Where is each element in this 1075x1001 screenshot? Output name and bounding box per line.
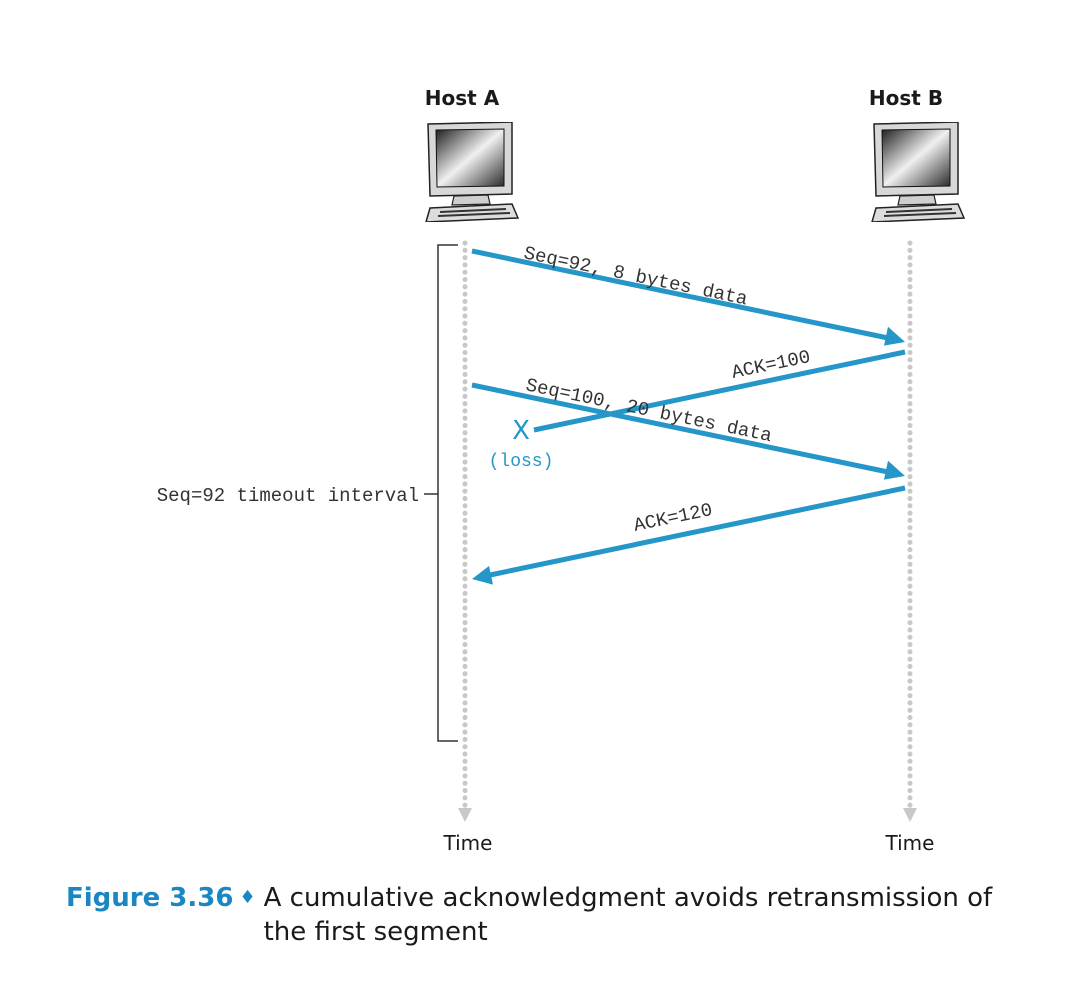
figure-caption: Figure 3.36 ♦ A cumulative acknowledgment … bbox=[66, 881, 1026, 949]
caption-separator: ♦ bbox=[239, 887, 256, 908]
message-ack120-arrowhead bbox=[472, 566, 493, 585]
timeout-bracket bbox=[424, 244, 458, 742]
loss-x-mark: X bbox=[512, 416, 530, 446]
host-b-time-arrowhead bbox=[903, 808, 917, 822]
host-b-computer-icon bbox=[871, 122, 965, 222]
host-a: Host A bbox=[425, 86, 519, 222]
host-a-label: Host A bbox=[425, 86, 500, 110]
message-ack120: ACK=120 bbox=[472, 485, 906, 585]
figure-number: Figure 3.36 bbox=[66, 883, 234, 913]
host-b: Host B bbox=[869, 86, 965, 222]
host-b-time-label: Time bbox=[885, 831, 935, 855]
message-seq100-arrowhead bbox=[884, 460, 905, 480]
loss-label: (loss) bbox=[489, 452, 554, 472]
message-seq92-arrowhead bbox=[884, 326, 905, 346]
host-a-time-label: Time bbox=[443, 831, 493, 855]
caption-text: A cumulative acknowledgment avoids retra… bbox=[263, 883, 993, 947]
host-a-time-arrowhead bbox=[458, 808, 472, 822]
host-b-label: Host B bbox=[869, 86, 943, 110]
message-seq92-label: Seq=92, 8 bytes data bbox=[522, 242, 750, 310]
timeout-interval-label: Seq=92 timeout interval bbox=[157, 485, 419, 507]
message-seq92: Seq=92, 8 bytes data bbox=[471, 242, 905, 346]
host-a-computer-icon bbox=[425, 122, 519, 222]
